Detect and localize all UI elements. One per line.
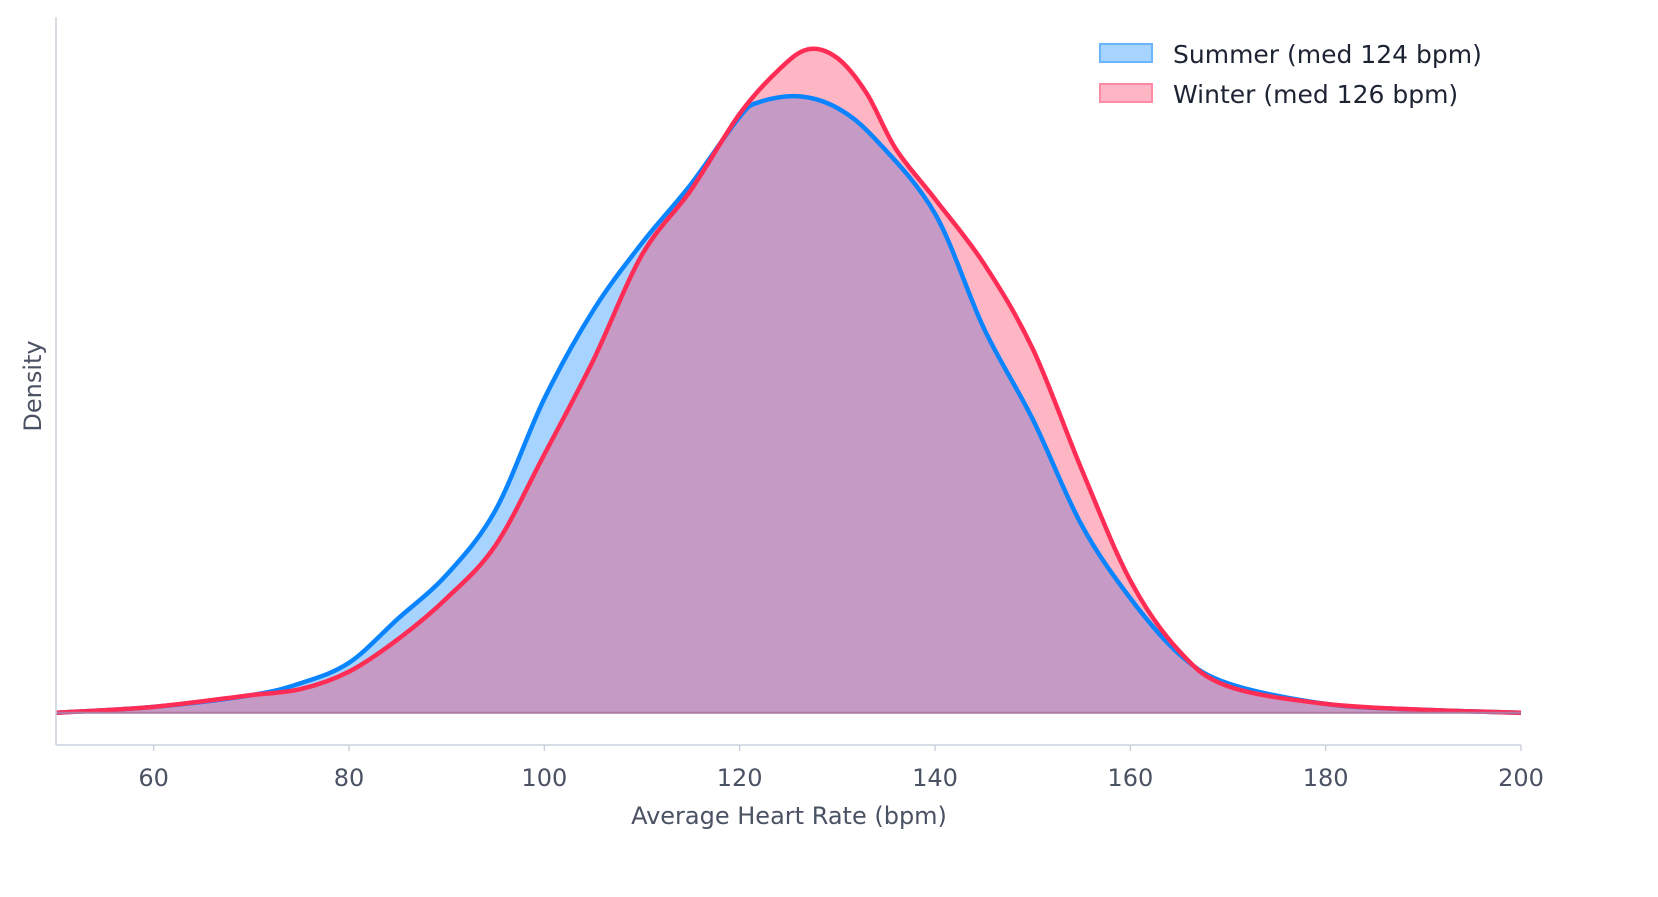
x-axis-label: Average Heart Rate (bpm) (631, 802, 947, 830)
x-tick-label: 60 (138, 764, 169, 792)
x-tick-label: 100 (521, 764, 567, 792)
legend-swatch-summer (1099, 43, 1153, 63)
legend-label-winter: Winter (med 126 bpm) (1173, 80, 1458, 109)
density-line-summer (55, 93, 1522, 715)
y-axis-label: Density (19, 340, 47, 431)
legend-swatch-winter (1099, 83, 1153, 103)
x-tick-label: 160 (1107, 764, 1153, 792)
legend-label-summer: Summer (med 124 bpm) (1173, 40, 1482, 69)
x-tick-label: 180 (1303, 764, 1349, 792)
density-fill-winter (56, 48, 1521, 713)
x-tick-label: 140 (912, 764, 958, 792)
x-tick-label: 200 (1498, 764, 1544, 792)
x-tick-label: 80 (334, 764, 365, 792)
density-lines (55, 46, 1522, 715)
legend: Summer (med 124 bpm) Winter (med 126 bpm… (1099, 40, 1482, 109)
density-fill-summer (56, 96, 1521, 713)
density-fills (56, 48, 1521, 713)
x-ticks: 60 80 100 120 140 160 180 200 (138, 745, 1544, 792)
x-tick-label: 120 (717, 764, 763, 792)
density-line-winter (55, 46, 1522, 715)
